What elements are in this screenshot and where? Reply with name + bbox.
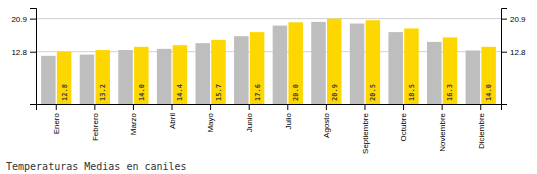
bar (366, 20, 381, 104)
bar (350, 24, 365, 104)
tick: 20.9 (11, 15, 36, 24)
bar (195, 43, 210, 104)
tick-label: 20.9 (510, 15, 526, 24)
bar (288, 22, 303, 104)
tick-label: Junio (245, 112, 254, 132)
tick-label: Enero (52, 112, 61, 134)
tick-label: Octubre (399, 112, 408, 141)
tick: Febrero (91, 104, 100, 141)
bar (327, 19, 342, 104)
bar (41, 56, 56, 104)
tick-mark (133, 104, 134, 110)
x-axis: Enero Febrero Marzo Abril Mayo Junio Julio Agos… (37, 104, 502, 154)
tick-mark (364, 104, 365, 110)
axis-line (37, 105, 502, 111)
tick-mark (30, 19, 36, 20)
bar (273, 26, 288, 104)
bar (404, 28, 419, 104)
chart: 12.8 13.2 14.0 14.4 15.7 17.6 20.0 20.9 20.5 18.5… (0, 0, 537, 174)
tick-label: Mayo (206, 112, 215, 132)
bar (118, 50, 133, 104)
bar (481, 47, 496, 104)
tick-label: Diciembre (477, 112, 486, 149)
tick-mark (403, 104, 404, 110)
bar (234, 36, 249, 104)
series (41, 22, 480, 104)
axis-line (30, 9, 37, 105)
tick-mark (30, 52, 36, 53)
bar (443, 37, 458, 104)
tick: Noviembre (438, 104, 447, 152)
tick-label: 12.8 (11, 48, 27, 57)
tick: Agosto (322, 104, 331, 138)
tick: 12.8 (11, 48, 36, 57)
bar (80, 55, 95, 104)
data-label: 18.5 (408, 84, 416, 101)
data-label: 20.9 (331, 84, 339, 101)
bar (427, 42, 442, 104)
tick: Marzo (129, 104, 138, 135)
tick-label: Agosto (322, 112, 331, 137)
tick-label: 20.9 (11, 15, 27, 24)
tick-label: 12.8 (510, 48, 526, 57)
tick-mark (172, 104, 173, 110)
tick-label: Marzo (129, 112, 138, 135)
bar (95, 50, 110, 104)
title: Temperaturas Medias en caniles (6, 161, 187, 172)
tick-mark (56, 104, 57, 110)
tick-label: Abril (168, 113, 177, 129)
data-label: 17.6 (254, 84, 262, 101)
tick: Abril (168, 104, 177, 129)
bar (134, 47, 149, 104)
tick: Junio (245, 104, 254, 132)
data-label: 20.5 (369, 84, 377, 101)
data-label: 14.4 (176, 84, 184, 101)
grid-line (36, 18, 501, 19)
tick: Julio (284, 104, 293, 129)
tick: 20.9 (501, 15, 526, 24)
tick-mark (287, 104, 288, 110)
data-label: 12.8 (61, 84, 69, 101)
tick-label: Febrero (91, 112, 100, 141)
bar (466, 50, 481, 104)
tick-mark (501, 52, 507, 53)
y2-axis: 12.8 20.9 (501, 9, 526, 105)
data-label: 15.7 (215, 84, 223, 101)
plot: 12.8 13.2 14.0 14.4 15.7 17.6 20.0 20.9 20.5 18.5… (11, 9, 526, 154)
tick: Septiembre (361, 104, 370, 154)
tick-mark (326, 104, 327, 110)
tick-mark (480, 104, 481, 110)
tick-mark (210, 104, 211, 110)
bars (41, 19, 496, 104)
data-label: 14.0 (485, 84, 493, 101)
axis-line (502, 9, 508, 105)
tick-mark (442, 104, 443, 110)
bar (173, 45, 188, 104)
tick-mark (501, 19, 507, 20)
y-axis: 12.8 20.9 (11, 9, 36, 105)
data-label: 20.0 (292, 84, 300, 101)
tick: Octubre (399, 104, 408, 141)
data-label: 13.2 (99, 84, 107, 101)
series (57, 19, 496, 104)
tick: Enero (52, 104, 61, 134)
bar (157, 49, 172, 104)
tick-label: Noviembre (438, 112, 447, 151)
bar (388, 32, 403, 104)
bar (211, 40, 226, 104)
tick: Mayo (206, 104, 215, 133)
data-labels: 12.8 13.2 14.0 14.4 15.7 17.6 20.0 20.9 20.5 18.5… (61, 84, 493, 101)
bar (57, 52, 72, 104)
bar (250, 32, 265, 104)
tick-label: Septiembre (361, 112, 370, 153)
tick: 12.8 (501, 48, 526, 57)
tick-mark (249, 104, 250, 110)
tick: Diciembre (477, 104, 486, 149)
tick-mark (94, 104, 95, 110)
data-label: 14.0 (138, 84, 146, 101)
data-label: 16.3 (446, 84, 454, 101)
bar (311, 22, 326, 104)
tick-label: Julio (284, 112, 293, 129)
